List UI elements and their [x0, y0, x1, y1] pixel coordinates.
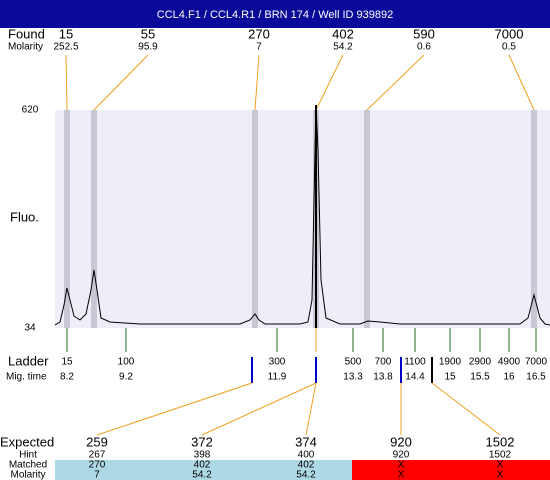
- hint-label: Hint: [19, 450, 37, 461]
- peak-molarity: 0.6: [417, 42, 431, 53]
- hint-size: 400: [298, 450, 315, 461]
- header-title: CCL4.F1 / CCL4.R1 / BRN 174 / Well ID 93…: [157, 9, 393, 21]
- expected-size: 1502: [486, 434, 515, 449]
- ladder-time: 13.8: [373, 372, 393, 383]
- ladder-time: 16: [503, 372, 515, 383]
- ladder-size: 15: [61, 357, 73, 368]
- matched-bg: [55, 460, 352, 480]
- unmatched-bg: [352, 460, 550, 480]
- ladder-size: 7000: [525, 357, 548, 368]
- hint-size: 920: [393, 450, 410, 461]
- matched-size: 402: [194, 460, 211, 471]
- hint-size: 398: [194, 450, 211, 461]
- peak-band: [364, 110, 370, 328]
- matched-size: 402: [298, 460, 315, 471]
- hint-size: 267: [89, 450, 106, 461]
- peak-connector: [508, 54, 535, 111]
- expected-connector: [431, 382, 501, 436]
- peak-size: 15: [59, 26, 73, 41]
- plot-area: [55, 110, 550, 328]
- ladder-time: 16.5: [526, 372, 546, 383]
- peak-molarity: 0.5: [502, 42, 516, 53]
- peak-band: [91, 110, 97, 328]
- expected-connector: [305, 382, 317, 436]
- peak-molarity: 252.5: [53, 42, 78, 53]
- matched-size: 270: [89, 460, 106, 471]
- matched-size: X: [497, 460, 504, 471]
- expected-size: 920: [390, 434, 412, 449]
- axis-bottom: 34: [24, 323, 36, 334]
- ladder-size: 2900: [469, 357, 492, 368]
- hint-size: 1502: [489, 450, 512, 461]
- peak-size: 402: [332, 26, 354, 41]
- ladder-size: 100: [118, 357, 135, 368]
- expected-connector: [96, 382, 253, 436]
- peak-band: [64, 110, 70, 328]
- peak-size: 55: [141, 26, 155, 41]
- expected-label: Expected: [0, 434, 54, 449]
- ladder-time: 14.4: [405, 372, 425, 383]
- ladder-time: 11.9: [268, 372, 287, 383]
- matched-molarity: X: [497, 470, 504, 480]
- peak-size: 590: [413, 26, 435, 41]
- peak-size: 7000: [495, 26, 524, 41]
- matched-label: Matched: [9, 460, 47, 471]
- matched-size: X: [398, 460, 405, 471]
- peak-connector: [366, 54, 425, 111]
- peak-size: 270: [248, 26, 270, 41]
- peak-molarity: 54.2: [333, 42, 353, 53]
- ladder-size: 500: [345, 357, 362, 368]
- matched-molarity: X: [398, 470, 405, 480]
- peak-connector: [65, 54, 68, 111]
- ladder-size: 700: [375, 357, 392, 368]
- peak-molarity: 7: [256, 42, 262, 53]
- migtime-label: Mig. time: [6, 372, 47, 383]
- ladder-time: 8.2: [60, 372, 74, 383]
- peak-connector: [254, 54, 260, 111]
- found-label: Found: [8, 26, 45, 41]
- peak-band: [252, 110, 258, 328]
- axis-label: Fluo.: [10, 209, 39, 224]
- matched-molarity: 54.2: [296, 470, 316, 480]
- peak-connector: [93, 54, 149, 111]
- ladder-time: 9.2: [119, 372, 133, 383]
- ladder-size: 1100: [404, 357, 426, 368]
- ladder-label: Ladder: [8, 353, 49, 368]
- matched-molarity: 7: [94, 470, 100, 480]
- peak-molarity: 95.9: [138, 42, 158, 53]
- trace: [54, 104, 550, 326]
- matched-molarity: 54.2: [192, 470, 212, 480]
- peak-connector: [315, 54, 344, 111]
- expected-connector: [201, 382, 317, 436]
- ladder-time: 15: [444, 372, 456, 383]
- ladder-size: 1900: [439, 357, 462, 368]
- header-bar: [0, 0, 550, 28]
- peak-band: [531, 110, 537, 328]
- ladder-time: 13.3: [343, 372, 363, 383]
- expected-size: 372: [191, 434, 213, 449]
- ladder-size: 300: [269, 357, 286, 368]
- ladder-time: 15.5: [470, 372, 490, 383]
- molarity-label: Molarity: [8, 42, 43, 53]
- ladder-size: 4900: [498, 357, 521, 368]
- axis-top: 620: [22, 105, 39, 116]
- expected-size: 374: [295, 434, 317, 449]
- expected-size: 259: [86, 434, 108, 449]
- row-molarity-label: Molarity: [10, 470, 45, 480]
